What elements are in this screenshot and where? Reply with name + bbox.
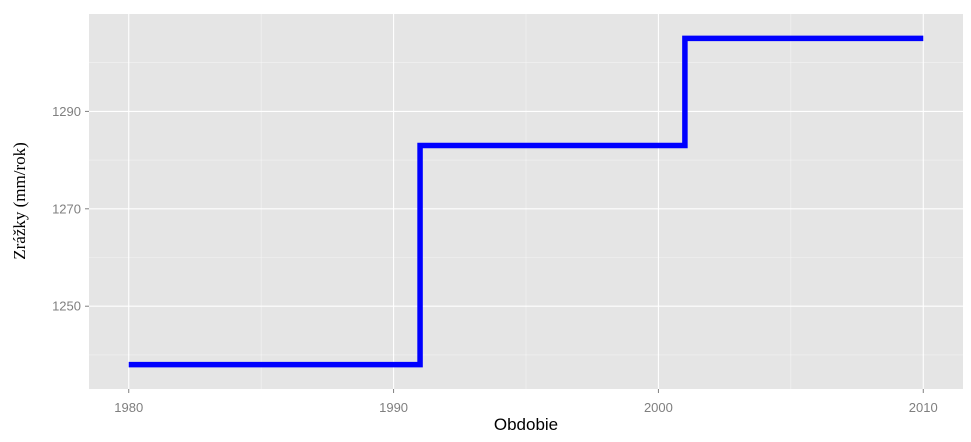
x-tick-label: 2000	[644, 400, 673, 415]
grid-major	[89, 14, 963, 389]
step-line	[128, 35, 924, 368]
x-tick-label: 1990	[379, 400, 408, 415]
y-tick-label: 1290	[52, 104, 81, 119]
y-tick-label: 1250	[52, 299, 81, 314]
x-axis-title: Obdobie	[494, 415, 558, 434]
y-axis: 1250 1270 1290	[52, 104, 89, 314]
x-tick-label: 1980	[114, 400, 143, 415]
x-axis: 1980 1990 2000 2010	[114, 389, 938, 415]
x-tick-label: 2010	[909, 400, 938, 415]
grid-minor	[89, 14, 963, 389]
y-tick-label: 1270	[52, 201, 81, 216]
y-axis-title: Zrážky (mm/rok)	[10, 142, 29, 260]
data-layer	[128, 35, 924, 368]
